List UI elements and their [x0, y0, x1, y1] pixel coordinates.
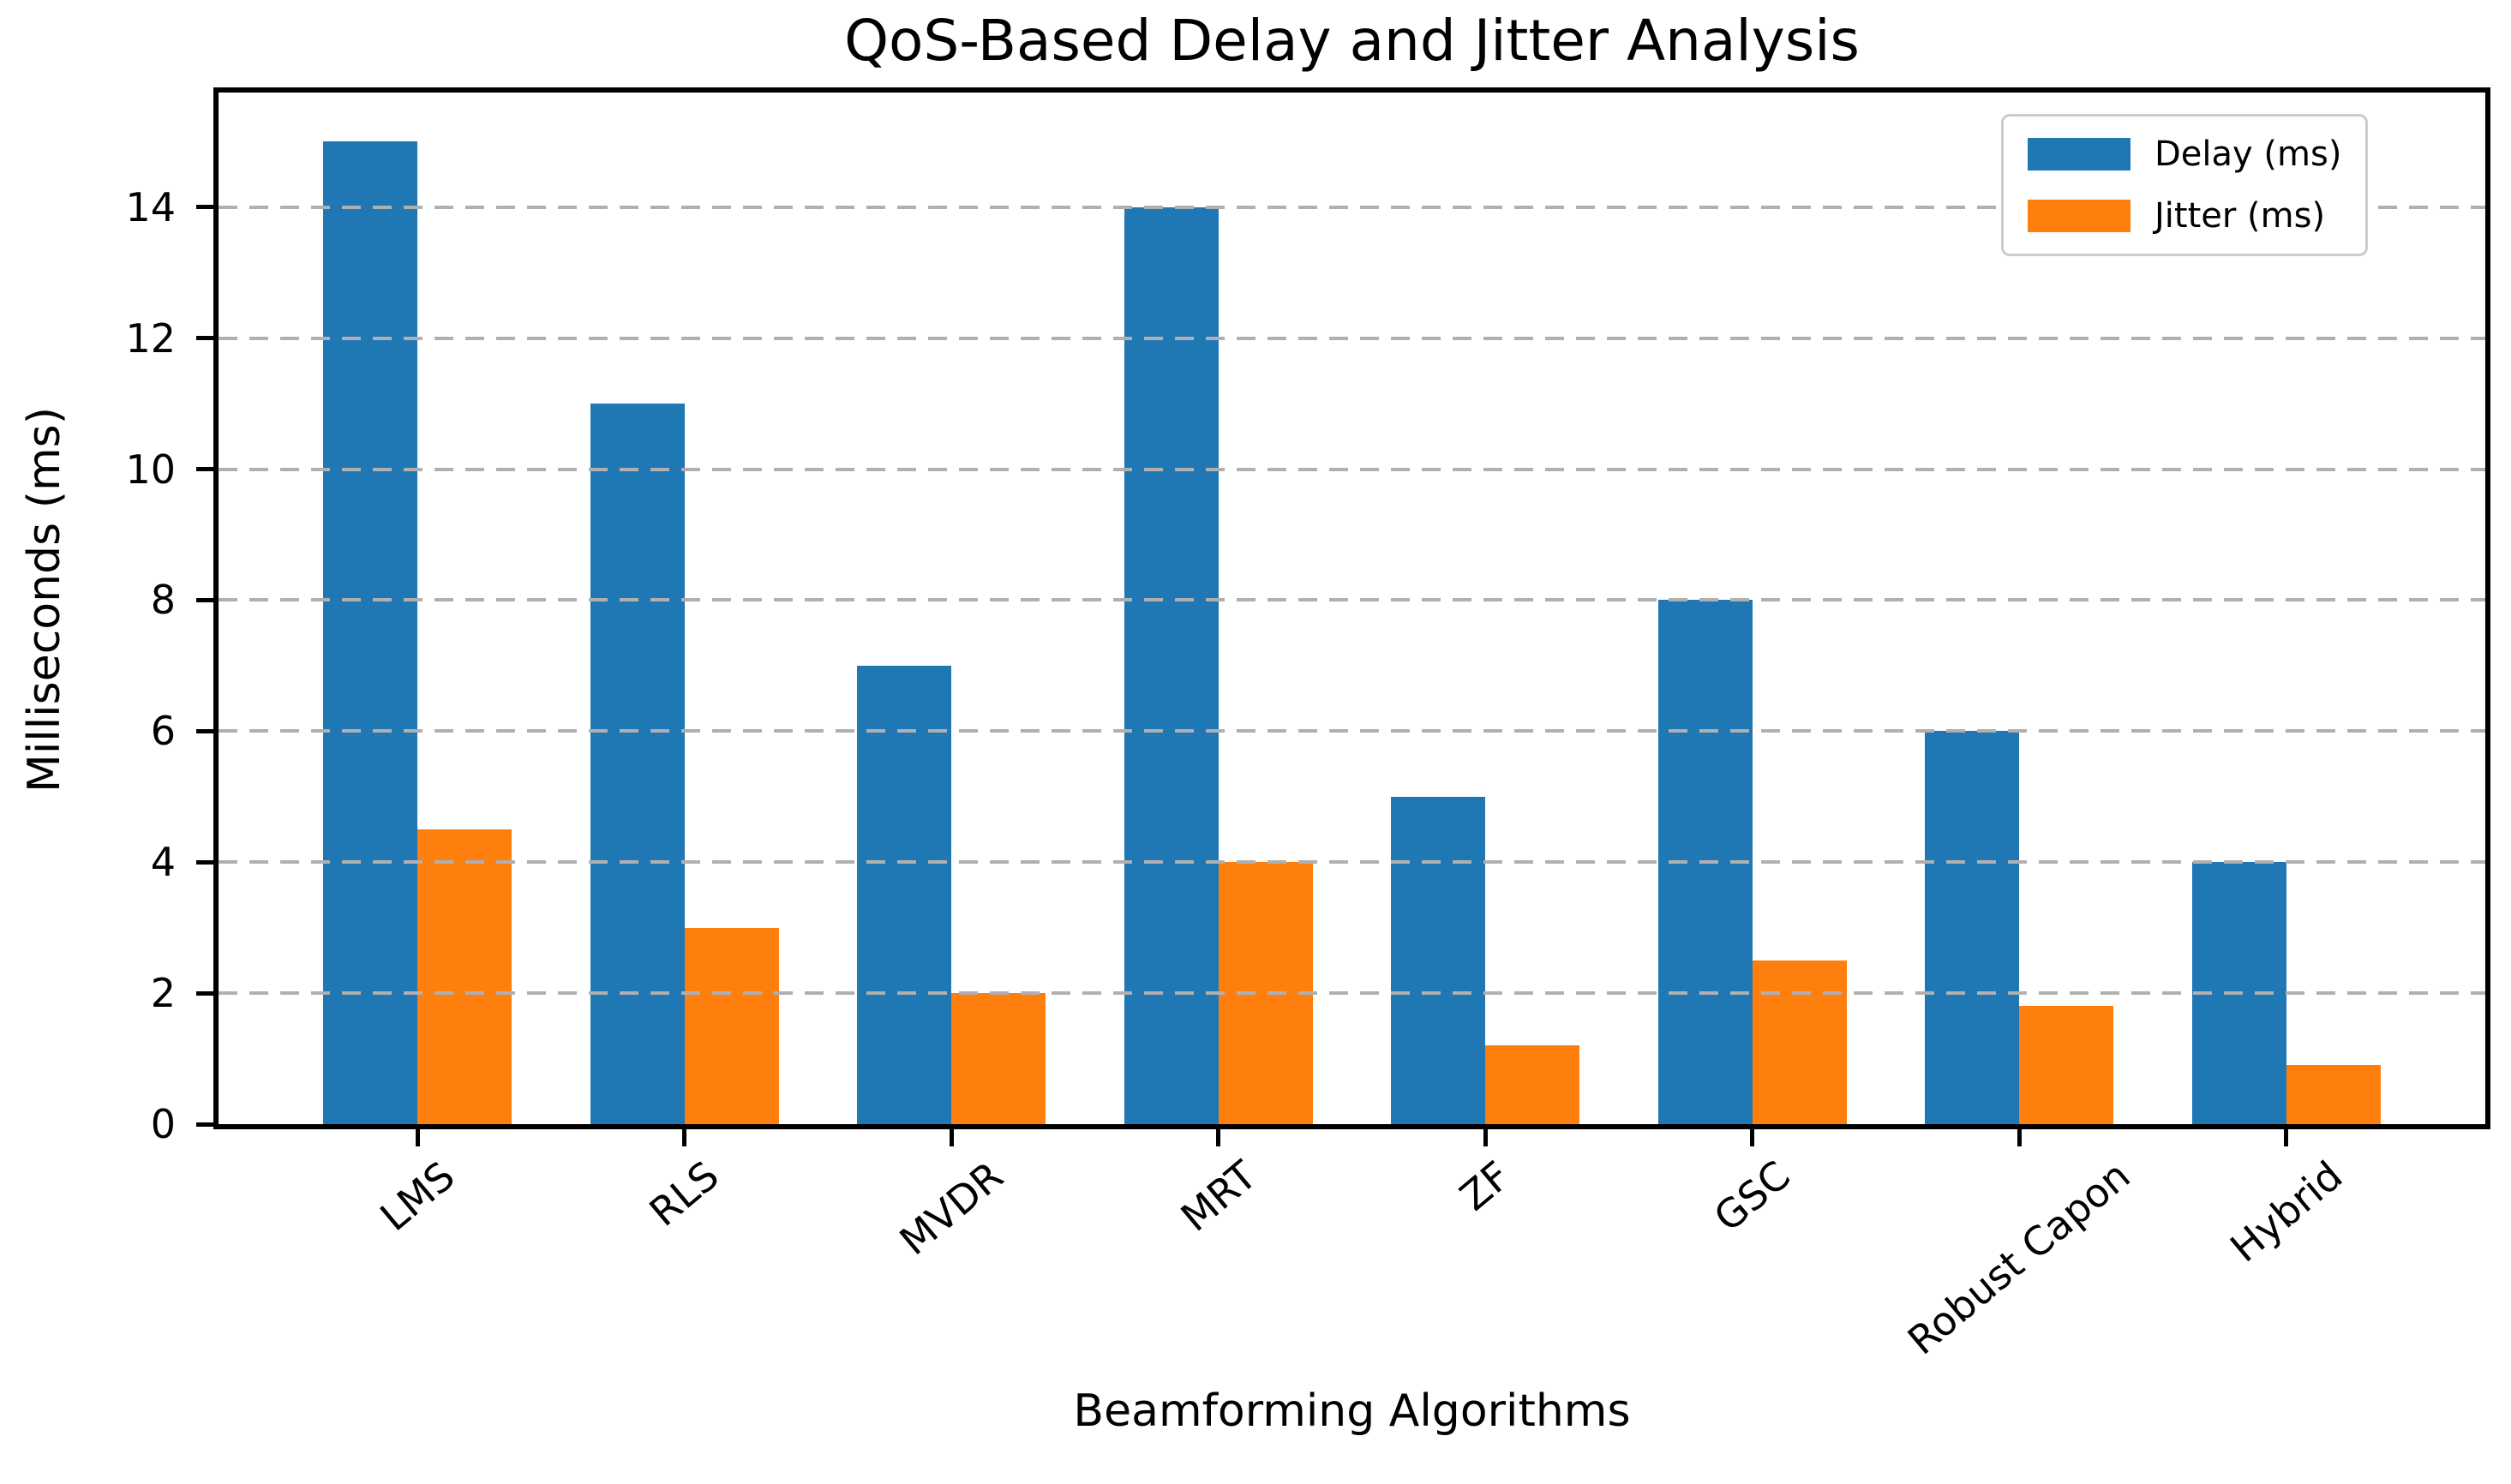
x-tick-mark-gsc [1750, 1129, 1755, 1146]
bar-delay-robust-capon [1925, 731, 2020, 1124]
x-tick-label-mrt: MRT [1172, 1152, 1265, 1241]
bar-delay-mrt [1124, 206, 1219, 1124]
delay-swatch-icon [2028, 138, 2130, 171]
gridline-y-2 [219, 991, 2485, 996]
y-tick-label-6: 6 [150, 708, 176, 755]
legend-item-delay: Delay (ms) [2028, 137, 2341, 171]
y-tick-mark-2 [196, 990, 213, 996]
x-tick-mark-hybrid [2284, 1129, 2289, 1146]
gridline-y-10 [219, 467, 2485, 471]
bar-delay-mvdr [857, 665, 952, 1124]
bar-jitter-mvdr [951, 993, 1046, 1124]
y-tick-label-4: 4 [150, 839, 176, 886]
y-tick-label-12: 12 [125, 314, 176, 362]
bar-jitter-lms [417, 829, 512, 1124]
bar-delay-zf [1391, 796, 1486, 1124]
y-tick-label-8: 8 [150, 577, 176, 624]
x-tick-mark-lms [415, 1129, 420, 1146]
y-tick-mark-14 [196, 205, 213, 210]
y-tick-label-2: 2 [150, 970, 176, 1017]
gridline-y-8 [219, 598, 2485, 602]
legend-label-delay: Delay (ms) [2154, 135, 2342, 174]
legend: Delay (ms) Jitter (ms) [2001, 114, 2369, 256]
x-tick-mark-robust-capon [2017, 1129, 2022, 1146]
plot-area: Delay (ms) Jitter (ms) 0 2 4 6 8 10 12 14 LMS RLS… [125, 87, 2490, 1363]
x-tick-label-zf: ZF [1451, 1152, 1519, 1220]
x-tick-mark-zf [1483, 1129, 1488, 1146]
y-tick-mark-12 [196, 336, 213, 341]
x-tick-label-rls: RLS [640, 1152, 728, 1236]
bar-jitter-robust-capon [2019, 1006, 2114, 1124]
x-tick-mark-mrt [1216, 1129, 1221, 1146]
bar-delay-rls [590, 404, 685, 1124]
x-tick-label-lms: LMS [371, 1152, 464, 1240]
y-tick-label-0: 0 [150, 1101, 176, 1147]
gridline-y-14 [219, 205, 2485, 209]
x-tick-label-robust-capon: Robust Capon [1899, 1152, 2139, 1364]
jitter-swatch-icon [2028, 200, 2130, 232]
bar-jitter-gsc [1752, 960, 1847, 1124]
gridline-y-4 [219, 860, 2485, 865]
gridline-y-12 [219, 336, 2485, 340]
legend-item-jitter: Jitter (ms) [2028, 199, 2341, 233]
x-tick-mark-rls [682, 1129, 687, 1146]
y-tick-mark-8 [196, 597, 213, 602]
bar-jitter-zf [1485, 1045, 1580, 1124]
x-tick-label-gsc: GSC [1705, 1152, 1800, 1242]
legend-label-jitter: Jitter (ms) [2154, 196, 2326, 236]
y-tick-label-14: 14 [125, 183, 176, 230]
y-tick-mark-6 [196, 728, 213, 733]
bar-jitter-rls [684, 927, 779, 1124]
y-tick-label-10: 10 [125, 446, 176, 493]
x-tick-mark-mvdr [949, 1129, 954, 1146]
gridline-y-6 [219, 729, 2485, 733]
x-axis-label: Beamforming Algorithms [1073, 1385, 1631, 1437]
y-tick-mark-4 [196, 859, 213, 865]
y-tick-mark-0 [196, 1122, 213, 1127]
chart-title: QoS-Based Delay and Jitter Analysis [844, 8, 1860, 74]
x-tick-label-hybrid: Hybrid [2221, 1152, 2352, 1272]
bar-delay-lms [323, 141, 417, 1124]
y-tick-mark-10 [196, 467, 213, 472]
bar-jitter-hybrid [2286, 1065, 2381, 1124]
x-tick-label-mvdr: MVDR [890, 1152, 1012, 1264]
